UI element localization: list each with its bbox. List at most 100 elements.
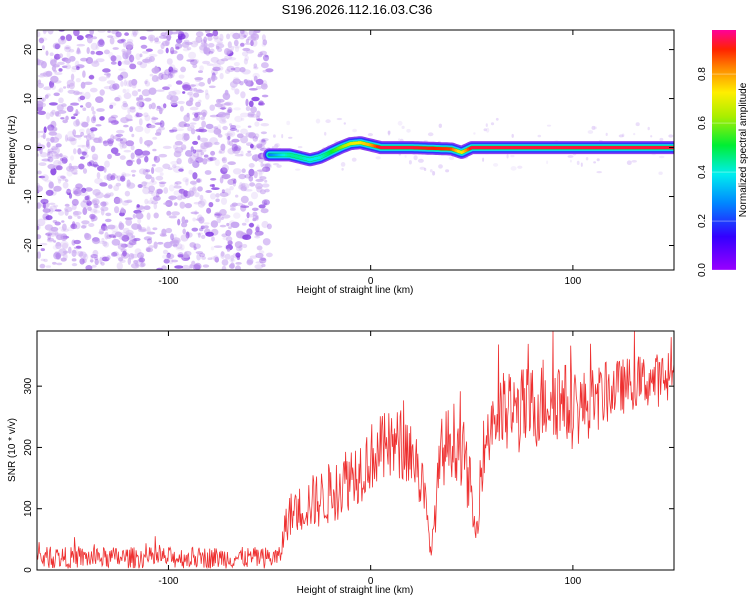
noise-speckle [123, 92, 132, 100]
noise-speckle [122, 173, 131, 177]
noise-speckle [117, 243, 126, 250]
noise-speckle [49, 52, 54, 56]
noise-speckle [153, 241, 158, 249]
noise-speckle [233, 212, 241, 219]
noise-speckle [179, 201, 186, 209]
noise-speckle [244, 189, 253, 192]
noise-speckle [95, 205, 100, 209]
noise-speckle [188, 51, 197, 60]
noise-speckle [240, 91, 246, 99]
noise-speckle [398, 138, 401, 141]
noise-speckle [351, 157, 357, 162]
snr-y-tick-label: 0 [23, 567, 34, 573]
noise-speckle [139, 136, 143, 145]
noise-speckle [103, 194, 111, 199]
noise-speckle [190, 211, 200, 215]
noise-speckle [62, 223, 67, 231]
noise-speckle [258, 250, 265, 255]
colorbar-tick-label: 0.8 [697, 67, 708, 81]
noise-speckle [144, 198, 149, 205]
noise-speckle [242, 69, 251, 75]
noise-speckle [139, 61, 148, 69]
noise-speckle [258, 139, 268, 145]
noise-speckle [438, 164, 443, 169]
noise-speckle [217, 134, 223, 138]
noise-speckle [258, 170, 263, 179]
noise-speckle [261, 138, 269, 142]
noise-speckle [77, 148, 82, 155]
noise-speckle [123, 79, 127, 87]
noise-speckle [57, 160, 65, 165]
noise-speckle [203, 222, 210, 225]
noise-speckle [210, 178, 217, 181]
noise-speckle [57, 89, 62, 93]
noise-speckle [66, 136, 76, 142]
noise-speckle [218, 66, 224, 71]
noise-speckle [109, 102, 117, 107]
noise-speckle [243, 34, 247, 39]
noise-speckle [45, 232, 53, 236]
noise-speckle [79, 128, 85, 134]
noise-speckle [57, 175, 65, 182]
noise-speckle [65, 46, 70, 50]
noise-speckle [260, 138, 267, 146]
noise-speckle [227, 136, 231, 140]
noise-speckle [114, 152, 121, 156]
noise-speckle [246, 259, 253, 266]
noise-speckle [86, 47, 90, 54]
noise-speckle [153, 195, 161, 201]
noise-speckle [141, 89, 151, 97]
noise-speckle [198, 82, 205, 87]
noise-speckle [54, 43, 60, 50]
noise-speckle [82, 168, 88, 174]
noise-speckle [45, 70, 53, 77]
noise-speckle [114, 231, 123, 238]
noise-speckle [72, 211, 82, 216]
noise-speckle [54, 53, 61, 60]
noise-speckle [77, 215, 81, 219]
noise-speckle [91, 198, 100, 206]
noise-speckle [169, 240, 178, 244]
noise-speckle [164, 31, 174, 36]
noise-speckle [448, 156, 455, 161]
noise-speckle [198, 200, 202, 204]
noise-speckle [195, 251, 204, 255]
noise-speckle [90, 50, 95, 55]
noise-speckle [136, 101, 143, 107]
noise-speckle [567, 155, 574, 158]
noise-speckle [240, 30, 249, 38]
noise-speckle [107, 30, 111, 33]
noise-speckle [255, 252, 264, 259]
noise-speckle [212, 66, 221, 72]
noise-speckle [151, 75, 159, 82]
noise-speckle [218, 150, 222, 154]
noise-speckle [182, 253, 190, 259]
noise-speckle [220, 251, 226, 259]
noise-speckle [238, 245, 243, 251]
noise-speckle [103, 49, 110, 55]
noise-speckle [115, 138, 124, 142]
noise-speckle [170, 100, 178, 106]
noise-speckle [228, 57, 237, 61]
noise-speckle [261, 94, 269, 98]
noise-speckle [176, 128, 184, 132]
noise-speckle [213, 255, 219, 262]
noise-speckle [235, 194, 239, 198]
noise-speckle [112, 135, 121, 140]
noise-speckle [88, 223, 95, 227]
noise-speckle [105, 218, 112, 223]
noise-speckle [112, 235, 117, 239]
noise-speckle [188, 169, 193, 175]
noise-speckle [205, 30, 211, 34]
noise-speckle [175, 30, 181, 34]
noise-speckle [182, 228, 186, 235]
noise-speckle [68, 137, 77, 142]
noise-speckle [76, 47, 80, 55]
noise-speckle [70, 73, 75, 81]
noise-speckle [97, 39, 105, 47]
noise-speckle [37, 170, 42, 175]
noise-speckle [224, 101, 234, 107]
noise-speckle [251, 207, 259, 211]
noise-speckle [52, 245, 59, 250]
